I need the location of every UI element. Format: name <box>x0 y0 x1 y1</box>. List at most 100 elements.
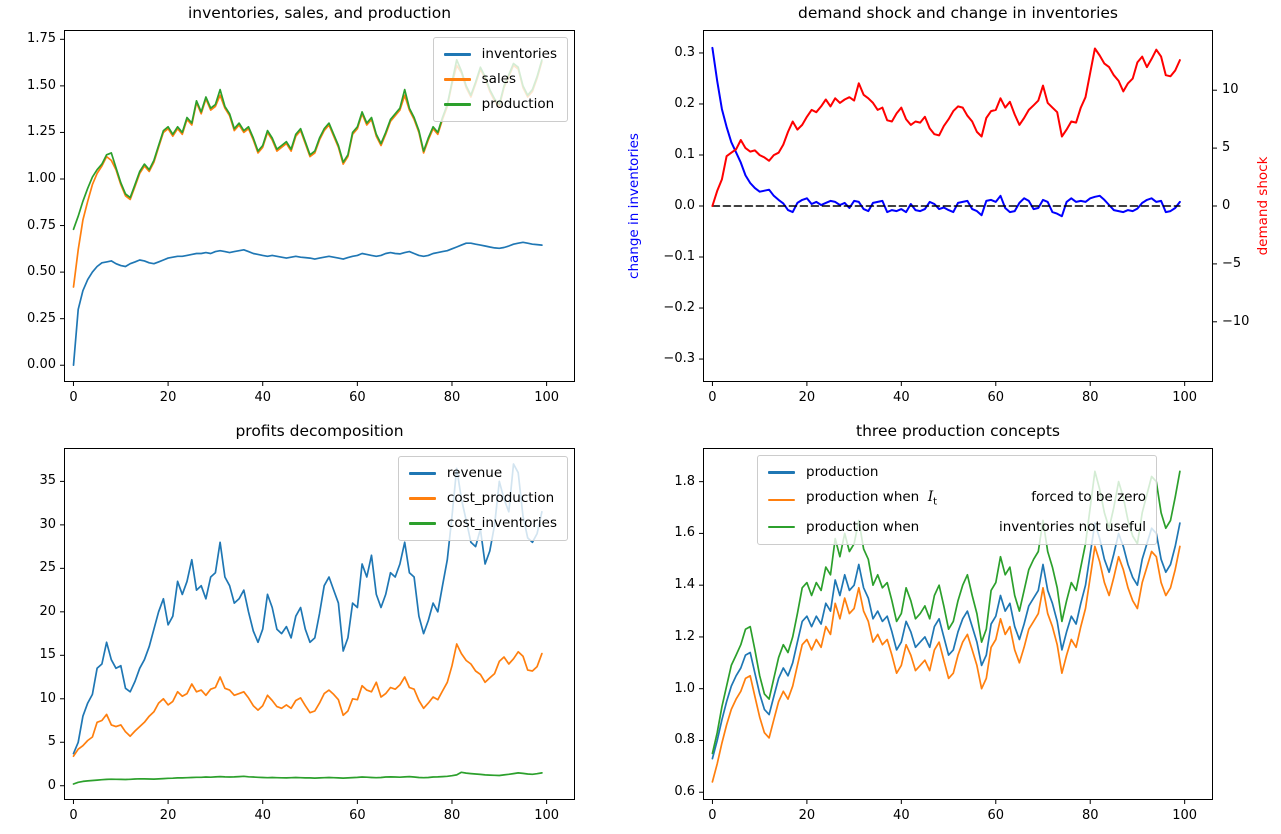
legend-item: production when It forced to be zero <box>768 488 1146 512</box>
legend: revenue cost_production cost_inventories <box>397 456 568 541</box>
legend-item-label: production <box>481 96 555 112</box>
x-tick-label: 60 <box>987 390 1005 405</box>
x-tick-label: 100 <box>1172 390 1198 405</box>
x-tick-label: 80 <box>1081 808 1099 823</box>
y-tick-label: 0 <box>1222 198 1231 213</box>
plot-area-demand-shock-change-in-inventories <box>699 30 1217 386</box>
legend-line-sample <box>443 53 471 56</box>
y-tick-label: 30 <box>39 516 56 532</box>
legend-line-sample <box>408 472 436 475</box>
y-tick-label: −0.3 <box>663 351 695 367</box>
legend-item: sales <box>443 70 557 89</box>
legend-item-label: production when It forced to be zero <box>806 489 1146 508</box>
legend-item: cost_inventories <box>408 514 557 533</box>
legend-item-label: sales <box>481 71 517 87</box>
x-tick-label: 60 <box>349 390 366 405</box>
legend-item-label: revenue <box>446 465 503 481</box>
legend-item-label: production when inventories not useful <box>806 518 1146 535</box>
y-tick-label: 1.75 <box>27 31 56 47</box>
y-axis-label-left: change in inventories <box>626 133 642 279</box>
legend-item: production when inventories not useful <box>768 518 1146 537</box>
legend-item-label: cost_inventories <box>446 515 557 531</box>
legend-item-label: cost_production <box>446 490 555 506</box>
x-tick-label: 0 <box>708 808 717 823</box>
x-tick-label: 20 <box>159 390 177 405</box>
y-tick-label: 0.0 <box>674 198 695 213</box>
y-tick-label: 1.8 <box>674 473 695 489</box>
subplot-title-demand-shock: demand shock and change in inventories <box>798 4 1118 22</box>
y-tick-label: 0.6 <box>674 784 695 800</box>
series-production <box>711 522 1181 760</box>
x-tick-label: 60 <box>987 808 1005 823</box>
y-tick-label: −5 <box>1222 255 1242 271</box>
legend: inventories sales production <box>432 37 568 122</box>
y-tick-label: 1.4 <box>674 577 695 593</box>
y-tick-label: 0.2 <box>674 95 695 111</box>
y-tick-label: 1.00 <box>27 170 56 186</box>
y-tick-label: 35 <box>39 473 56 489</box>
x-tick-label: 40 <box>254 390 271 405</box>
x-tick-label: 40 <box>893 390 910 405</box>
legend-line-sample <box>443 78 471 81</box>
y-tick-label: 1.25 <box>27 124 56 140</box>
y-tick-label: 10 <box>1222 82 1239 98</box>
y-tick-label: 0 <box>47 777 56 793</box>
series-demand-shock <box>711 47 1181 207</box>
series-change-in-inventories <box>711 46 1181 218</box>
y-tick-label: 5 <box>1222 140 1231 156</box>
x-tick-label: 100 <box>1172 808 1198 823</box>
y-tick-label: 0.25 <box>27 310 56 326</box>
y-tick-label: 0.75 <box>27 217 56 233</box>
y-tick-label: 15 <box>39 647 56 663</box>
x-tick-label: 80 <box>443 390 461 405</box>
legend-item: production <box>768 463 1146 482</box>
y-tick-label: −10 <box>1222 313 1250 329</box>
y-tick-label: 0.00 <box>27 357 56 373</box>
legend-line-sample <box>768 471 795 474</box>
x-tick-label: 40 <box>254 808 271 823</box>
y-tick-label: 25 <box>39 560 56 576</box>
y-tick-label: 1.0 <box>674 680 695 696</box>
y-tick-label: 1.50 <box>27 77 56 93</box>
series-inventories <box>72 241 543 367</box>
y-tick-label: 20 <box>39 603 56 619</box>
subplot-title-profits-decomposition: profits decomposition <box>235 422 404 440</box>
series-production-when-i-t-forced-to-be-zero <box>711 545 1181 783</box>
legend-item: production <box>443 95 557 114</box>
y-tick-label: −0.2 <box>663 300 695 316</box>
series-cost-production <box>72 643 543 758</box>
legend-item: inventories <box>443 45 557 64</box>
x-tick-label: 80 <box>1081 390 1099 405</box>
x-tick-label: 20 <box>159 808 177 823</box>
x-tick-label: 0 <box>69 808 78 823</box>
x-tick-label: 100 <box>534 390 560 405</box>
y-tick-label: 0.50 <box>27 264 56 280</box>
y-tick-label: 5 <box>47 734 56 750</box>
subplot-title-inventories-sales-production: inventories, sales, and production <box>187 4 452 22</box>
y-tick-label: 10 <box>39 690 56 706</box>
legend: production production when It forced to be… <box>757 455 1157 545</box>
legend-line-sample <box>408 497 436 500</box>
x-tick-label: 20 <box>798 390 816 405</box>
x-tick-label: 100 <box>534 808 560 823</box>
y-tick-label: 1.2 <box>674 628 695 644</box>
legend-line-sample <box>768 525 795 529</box>
x-tick-label: 80 <box>443 808 461 823</box>
legend-line-sample <box>408 522 436 525</box>
y-tick-label: 0.1 <box>674 146 695 162</box>
y-axis-label-right: demand shock <box>1255 156 1271 256</box>
x-tick-label: 60 <box>349 808 366 823</box>
legend-item: cost_production <box>408 489 557 508</box>
legend-line-sample <box>768 498 795 502</box>
y-tick-label: −0.1 <box>663 249 695 264</box>
y-tick-label: 0.8 <box>674 732 695 748</box>
legend-line-sample <box>443 103 471 106</box>
x-tick-label: 20 <box>798 808 816 823</box>
legend-item-label: inventories <box>481 46 557 62</box>
y-tick-label: 0.3 <box>674 44 695 60</box>
y-tick-label: 1.6 <box>674 525 695 541</box>
x-tick-label: 0 <box>708 390 717 405</box>
legend-item: revenue <box>408 464 557 483</box>
series-cost-inventories <box>72 771 543 785</box>
